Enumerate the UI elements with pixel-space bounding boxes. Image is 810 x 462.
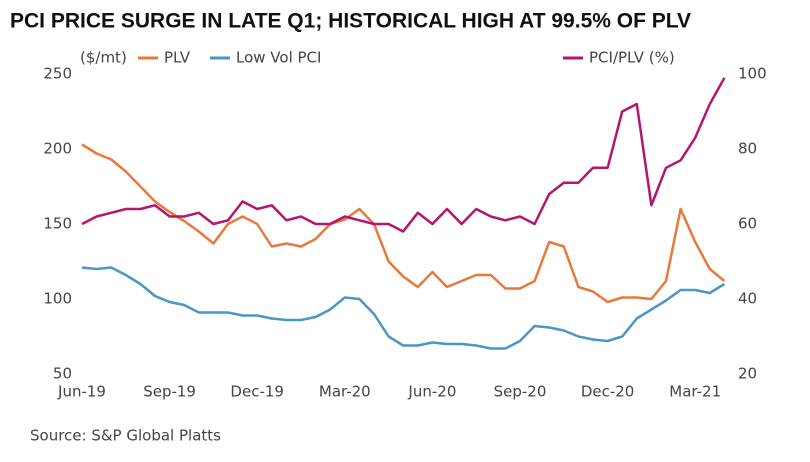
series-line: [81, 77, 726, 233]
source: Source: S&P Global Platts: [30, 427, 221, 445]
x-tick-label: Mar-21: [669, 383, 721, 401]
y2-tick-label: 80: [738, 140, 757, 158]
y-tick-label: 50: [53, 365, 72, 383]
x-tick-label: Mar-20: [319, 383, 371, 401]
y2-tick-label: 20: [738, 365, 757, 383]
series-line: [81, 143, 726, 304]
x-tick-label: Jun-19: [57, 383, 106, 401]
y-tick-label: 100: [43, 290, 72, 308]
y2-tick-label: 60: [738, 215, 757, 233]
x-tick-label: Dec-19: [230, 383, 284, 401]
y2-tick-label: 100: [738, 65, 767, 83]
legend-label: PLV: [164, 49, 191, 67]
y-axis-label: ($/mt): [80, 49, 127, 67]
x-tick-label: Sep-20: [494, 383, 547, 401]
y-tick-label: 200: [43, 140, 72, 158]
y-tick-label: 250: [43, 65, 72, 83]
x-tick-label: Jun-20: [407, 383, 456, 401]
chart-title: PCI PRICE SURGE IN LATE Q1; HISTORICAL H…: [10, 10, 691, 33]
x-tick-label: Dec-20: [581, 383, 635, 401]
y-tick-label: 150: [43, 215, 72, 233]
x-tick-label: Sep-19: [143, 383, 196, 401]
y2-tick-label: 40: [738, 290, 757, 308]
legend-label: PCI/PLV (%): [589, 49, 675, 67]
legend-label: Low Vol PCI: [236, 49, 321, 67]
series-line: [81, 266, 726, 350]
